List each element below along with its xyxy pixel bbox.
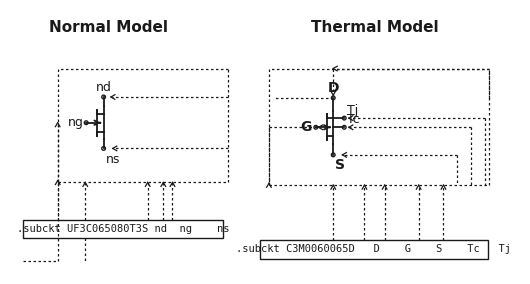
Text: .subckt UF3C065080T3S nd  ng    ns: .subckt UF3C065080T3S nd ng ns bbox=[16, 224, 229, 234]
Bar bbox=[260, 240, 488, 259]
Text: .subckt C3M0060065D   D    G    S    Tc   Tj: .subckt C3M0060065D D G S Tc Tj bbox=[236, 245, 511, 254]
Text: ng: ng bbox=[67, 116, 83, 129]
Text: G: G bbox=[301, 120, 312, 134]
Text: D: D bbox=[328, 81, 339, 95]
Text: S: S bbox=[335, 158, 345, 172]
Text: Tj: Tj bbox=[347, 104, 358, 117]
Text: Normal Model: Normal Model bbox=[49, 20, 167, 35]
Bar bbox=[23, 220, 223, 239]
Text: nd: nd bbox=[95, 81, 111, 94]
Text: Tc: Tc bbox=[347, 113, 360, 126]
Text: Thermal Model: Thermal Model bbox=[311, 20, 438, 35]
Text: ns: ns bbox=[105, 153, 120, 166]
